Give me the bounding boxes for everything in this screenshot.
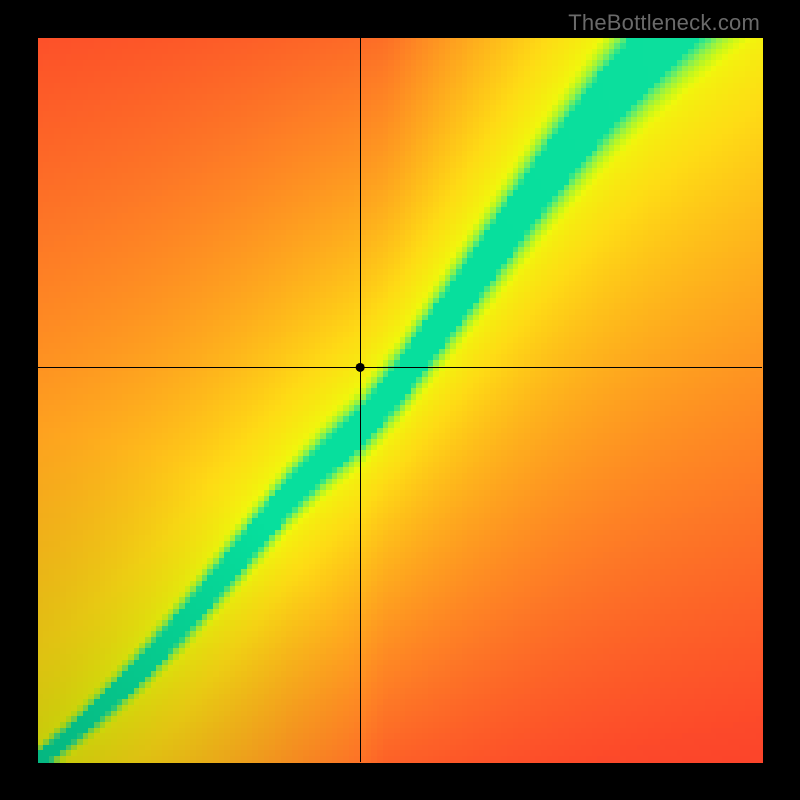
bottleneck-heatmap xyxy=(0,0,800,800)
chart-container: TheBottleneck.com xyxy=(0,0,800,800)
watermark-text: TheBottleneck.com xyxy=(568,10,760,36)
